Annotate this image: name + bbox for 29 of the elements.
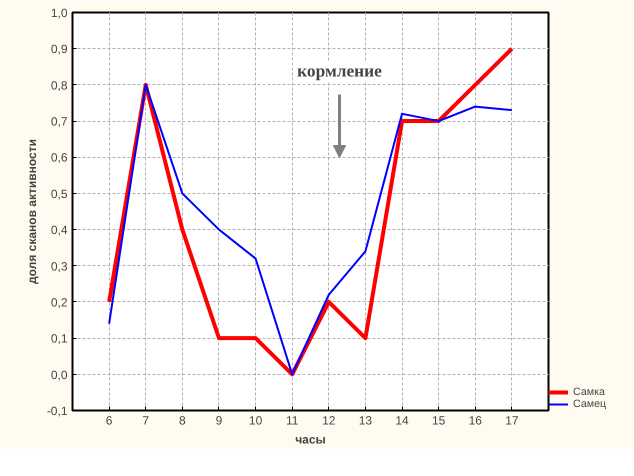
x-tick-label: 9 (216, 414, 223, 428)
legend-label: Самка (573, 386, 605, 398)
y-tick-label: 1,0 (50, 6, 68, 20)
y-tick-label: 0,5 (50, 186, 68, 201)
x-tick-label: 11 (286, 414, 299, 428)
x-tick-label: 8 (179, 414, 186, 428)
y-tick-label: -0,1 (46, 404, 68, 418)
x-axis-title: часы (295, 432, 326, 446)
x-tick-label: 16 (468, 414, 482, 428)
y-tick-label: 0,6 (50, 150, 68, 165)
x-tick-label: 6 (106, 414, 113, 428)
y-tick-label: 0,1 (50, 332, 68, 346)
y-tick-label: 0,2 (50, 295, 68, 310)
x-tick-label: 15 (432, 414, 446, 428)
annotation: кормление (297, 62, 382, 80)
y-tick-label: 0,4 (50, 223, 68, 238)
x-tick-label: 14 (395, 414, 410, 428)
x-tick-label: 13 (358, 414, 372, 428)
y-tick-label: 0,0 (50, 368, 68, 382)
x-tick-label: 10 (248, 414, 263, 428)
legend-label: Самец (573, 398, 606, 410)
x-tick-label: 12 (322, 414, 336, 428)
y-tick-label: 0,9 (50, 42, 68, 56)
x-tick-label: 17 (505, 414, 519, 428)
y-tick-label: 0,7 (50, 114, 68, 129)
y-tick-label: 0,3 (50, 259, 68, 274)
x-tick-label: 7 (142, 414, 150, 428)
y-axis-title: доля сканов активности (24, 139, 39, 284)
y-tick-label: 0,8 (50, 78, 68, 92)
